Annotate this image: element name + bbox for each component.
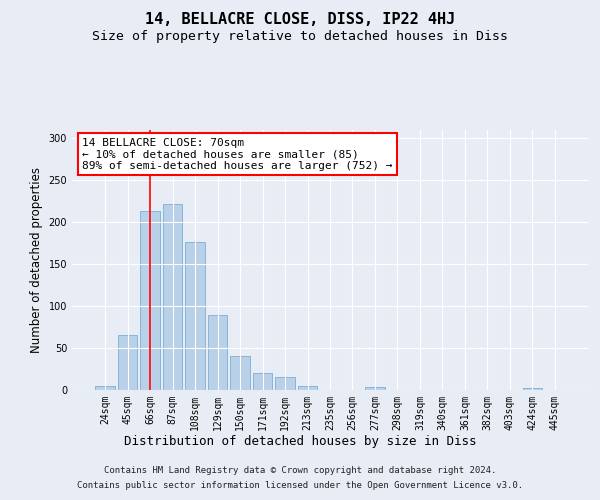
Bar <box>95 386 115 390</box>
Text: Size of property relative to detached houses in Diss: Size of property relative to detached ho… <box>92 30 508 43</box>
Bar <box>118 336 137 390</box>
Bar <box>523 388 542 390</box>
Text: 14, BELLACRE CLOSE, DISS, IP22 4HJ: 14, BELLACRE CLOSE, DISS, IP22 4HJ <box>145 12 455 28</box>
Bar <box>208 314 227 390</box>
Bar <box>185 242 205 390</box>
Bar <box>140 212 160 390</box>
Text: Contains HM Land Registry data © Crown copyright and database right 2024.: Contains HM Land Registry data © Crown c… <box>104 466 496 475</box>
Bar <box>298 386 317 390</box>
Bar <box>365 388 385 390</box>
Text: Contains public sector information licensed under the Open Government Licence v3: Contains public sector information licen… <box>77 481 523 490</box>
Text: Distribution of detached houses by size in Diss: Distribution of detached houses by size … <box>124 435 476 448</box>
Bar <box>163 204 182 390</box>
Y-axis label: Number of detached properties: Number of detached properties <box>30 167 43 353</box>
Text: 14 BELLACRE CLOSE: 70sqm
← 10% of detached houses are smaller (85)
89% of semi-d: 14 BELLACRE CLOSE: 70sqm ← 10% of detach… <box>82 138 393 171</box>
Bar <box>275 378 295 390</box>
Bar <box>230 356 250 390</box>
Bar <box>253 373 272 390</box>
